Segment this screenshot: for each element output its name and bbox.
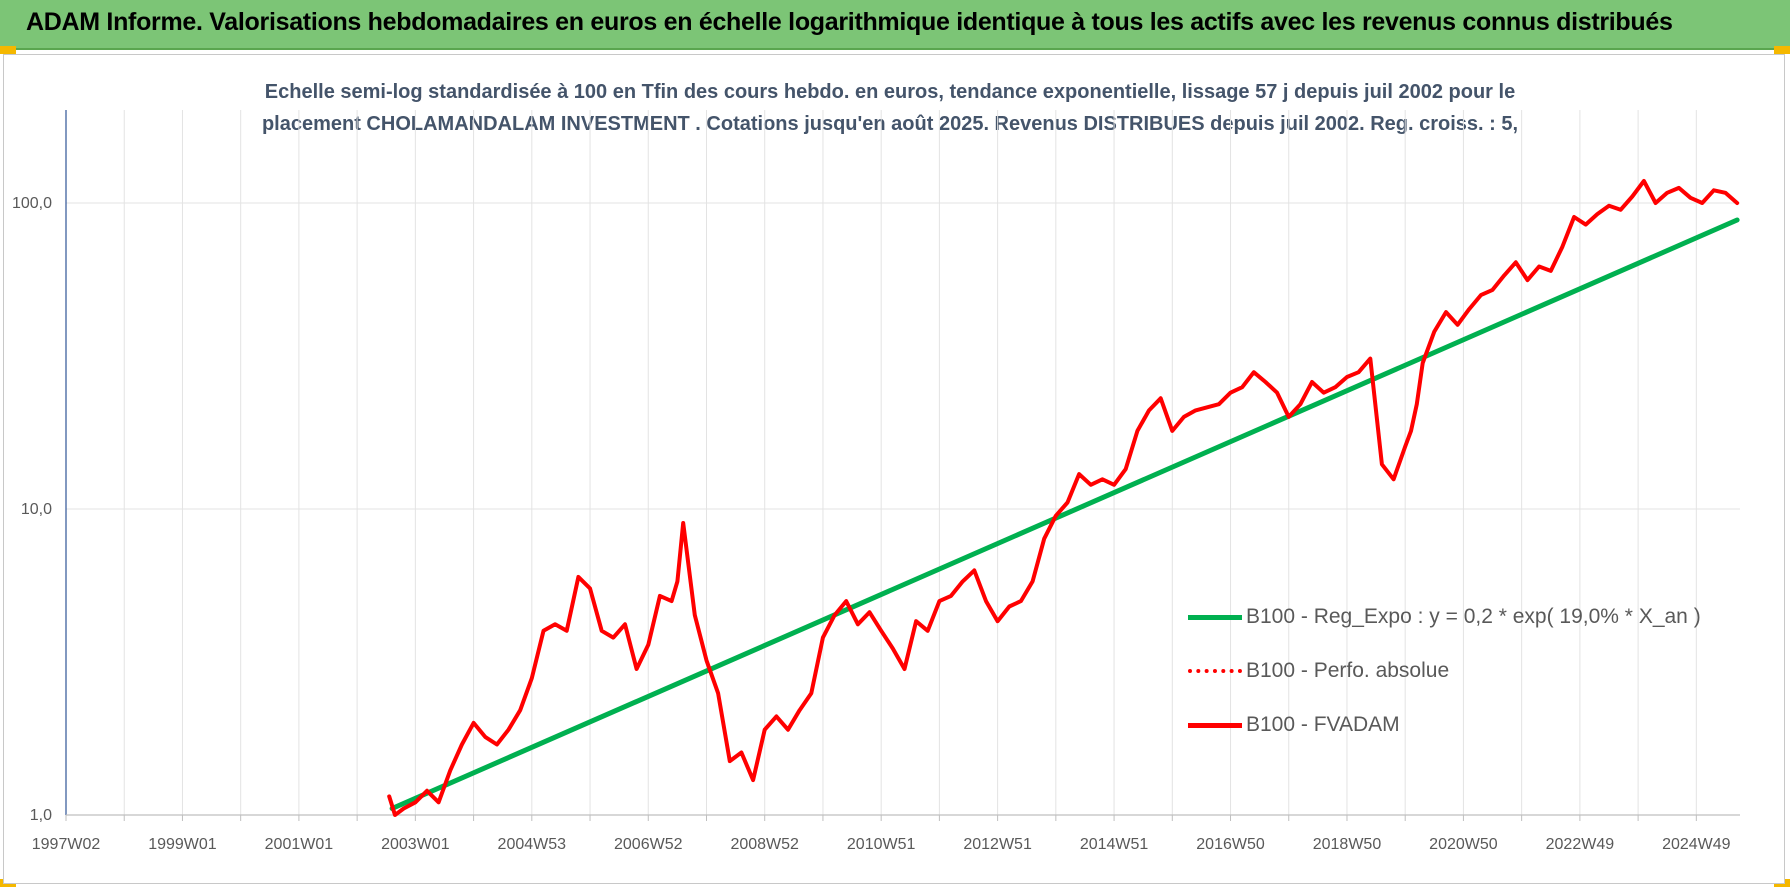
y-tick-label: 10,0 (21, 501, 52, 518)
corner-mark-top-left (0, 46, 16, 54)
y-tick-label: 100,0 (12, 195, 52, 212)
series-line-2 (387, 179, 1740, 817)
legend-label-fvadam: B100 - FVADAM (1246, 713, 1400, 736)
x-tick-label: 2014W51 (1080, 836, 1149, 853)
chart-frame (3, 54, 1785, 884)
legend: B100 - Reg_Expo : y = 0,2 * exp( 19,0% *… (1188, 590, 1728, 752)
axes (65, 110, 1740, 821)
tick-labels: 1,0 10,0 100,0 1997W02 1999W01 2001W01 2003W01… (12, 195, 1731, 853)
x-tick-label: 2018W50 (1313, 836, 1382, 853)
x-tick-label: 2024W49 (1662, 836, 1731, 853)
x-tick-label: 1999W01 (148, 836, 217, 853)
x-tick-label: 1997W02 (32, 836, 101, 853)
x-tick-label: 2022W49 (1546, 836, 1615, 853)
chart-title-line-1: Echelle semi-log standardisée à 100 en T… (264, 81, 1516, 103)
x-tick-label: 2006W52 (614, 836, 683, 853)
y-tick-label: 1,0 (30, 807, 52, 824)
series-line-0 (389, 217, 1740, 811)
legend-label-reg-expo: B100 - Reg_Expo : y = 0,2 * exp( 19,0% *… (1246, 605, 1701, 628)
corner-mark-top-right (1774, 46, 1790, 54)
legend-label-perfo-absolue: B100 - Perfo. absolue (1246, 659, 1450, 682)
x-tick-label: 2001W01 (265, 836, 334, 853)
top-banner: ADAM Informe. Valorisations hebdomadaire… (0, 0, 1790, 50)
x-tick-label: 2020W50 (1429, 836, 1498, 853)
x-tick-label: 2016W50 (1196, 836, 1265, 853)
legend-item-perfo-absolue: B100 - Perfo. absolue (1188, 644, 1728, 698)
x-tick-label: 2012W51 (963, 836, 1032, 853)
x-tick-label: 2004W53 (498, 836, 567, 853)
banner-title: ADAM Informe. Valorisations hebdomadaire… (26, 8, 1673, 36)
series-lines (387, 179, 1740, 817)
chart-title: Echelle semi-log standardisée à 100 en T… (230, 76, 1550, 140)
legend-item-reg-expo: B100 - Reg_Expo : y = 0,2 * exp( 19,0% *… (1188, 590, 1728, 644)
legend-swatch-red (1188, 722, 1242, 728)
x-tick-label: 2010W51 (847, 836, 916, 853)
legend-swatch-dotted-red (1188, 669, 1242, 673)
x-tick-label: 2008W52 (730, 836, 799, 853)
chart-title-line-2: placement CHOLAMANDALAM INVESTMENT . Cot… (261, 113, 1519, 135)
x-tick-label: 2003W01 (381, 836, 450, 853)
legend-swatch-green (1188, 614, 1242, 620)
legend-item-fvadam: B100 - FVADAM (1188, 698, 1728, 752)
